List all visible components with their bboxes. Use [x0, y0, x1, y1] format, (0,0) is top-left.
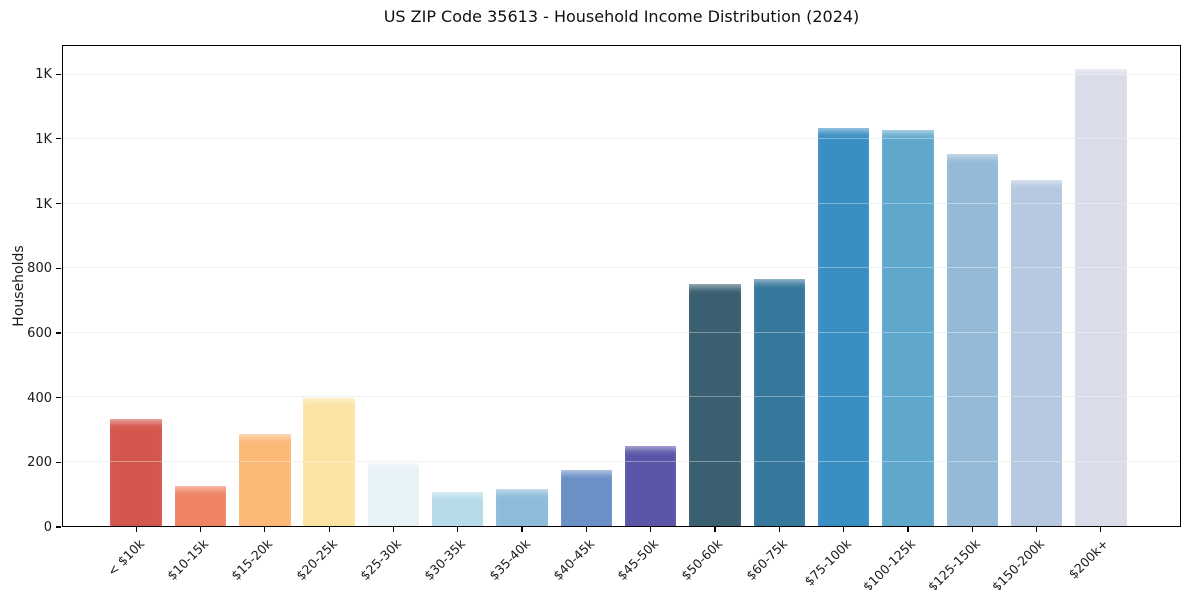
bar-slot: $75-100k — [802, 46, 875, 589]
x-tick-mark — [457, 527, 459, 532]
bar-slot: $10-15k — [164, 46, 232, 583]
bar — [560, 469, 613, 526]
x-tick-mark — [135, 527, 137, 532]
bar — [689, 284, 741, 526]
x-tick-mark — [714, 527, 716, 532]
x-tick-mark — [264, 527, 266, 532]
bar-slot: $35-40k — [486, 46, 554, 583]
x-tick-mark — [585, 527, 587, 532]
x-tick-label: $20-25k — [292, 536, 340, 584]
x-tick-mark — [392, 527, 394, 532]
x-tick-mark — [521, 527, 523, 532]
bar-slot: $15-20k — [228, 46, 297, 583]
bar-slot: $40-45k — [550, 46, 618, 583]
x-tick-label: $75-100k — [801, 536, 855, 589]
y-tick-mark — [56, 267, 61, 269]
plot-area: < $10k $10-15k $15-20k $20-25k $25-30k $30-35… — [62, 45, 1181, 590]
x-tick-mark — [1100, 527, 1102, 532]
bar-slot: $150-200k — [989, 46, 1068, 590]
bar-slot: $200k+ — [1066, 46, 1133, 582]
bar — [882, 130, 934, 526]
x-tick-label: $35-40k — [485, 536, 533, 584]
x-tick-label: $125-150k — [924, 536, 983, 590]
x-tick-mark — [843, 527, 845, 532]
y-tick-mark — [56, 73, 61, 75]
bar-slot: $100-125k — [860, 46, 940, 590]
bar-slot: < $10k — [104, 46, 168, 579]
x-tick-mark — [199, 527, 202, 532]
x-tick-label: $45-50k — [614, 536, 662, 584]
y-tick-label: 1K — [35, 67, 52, 83]
y-axis-label: Households — [11, 245, 27, 327]
bar — [496, 488, 548, 526]
bar — [239, 433, 291, 526]
bar — [303, 398, 355, 526]
y-tick-mark — [56, 461, 61, 463]
x-tick-label: $10-15k — [164, 536, 212, 584]
bar — [753, 279, 805, 526]
y-tick-mark — [56, 332, 61, 334]
x-tick-label: < $10k — [103, 536, 147, 579]
x-tick-label: $40-45k — [549, 536, 597, 584]
x-tick-label: $15-20k — [228, 536, 276, 584]
chart-title: US ZIP Code 35613 - Household Income Dis… — [383, 7, 860, 26]
x-tick-mark — [328, 527, 330, 532]
bar — [624, 446, 677, 526]
x-tick-label: $150-200k — [988, 536, 1048, 590]
x-tick-mark — [907, 527, 909, 532]
bar-slot: $60-75k — [743, 46, 811, 583]
bar-slot: $30-35k — [421, 46, 490, 583]
y-tick-label: 600 — [27, 325, 52, 341]
x-tick-mark — [971, 527, 973, 532]
x-tick-label: $30-35k — [421, 536, 469, 584]
y-tick-mark — [56, 397, 61, 399]
x-tick-label: $200k+ — [1065, 536, 1112, 582]
y-tick-mark — [56, 526, 61, 528]
x-tick-mark — [1035, 527, 1038, 532]
x-tick-label: $50-60k — [678, 536, 726, 584]
bar-slot: $50-60k — [679, 46, 747, 583]
y-tick-label: 1K — [35, 131, 52, 147]
bar — [946, 153, 998, 526]
bar — [817, 127, 870, 526]
bar — [1010, 180, 1063, 526]
bar — [367, 462, 420, 526]
bar-slot: $20-25k — [293, 46, 361, 583]
bar-slot: $45-50k — [614, 46, 683, 583]
bars-container: < $10k $10-15k $15-20k $20-25k $25-30k $30-35… — [104, 46, 1133, 590]
x-tick-mark — [650, 527, 652, 532]
x-tick-label: $25-30k — [356, 536, 405, 584]
y-tick-label: 800 — [27, 261, 52, 277]
y-tick-mark — [56, 138, 61, 140]
y-tick-label: 0 — [43, 520, 52, 535]
x-tick-label: $60-75k — [742, 536, 790, 584]
bar — [174, 485, 227, 526]
bar-slot: $25-30k — [357, 46, 425, 583]
y-tick-label: 200 — [27, 455, 52, 471]
y-tick-label: 1K — [35, 196, 52, 212]
x-tick-mark — [778, 527, 780, 532]
x-tick-label: $100-125k — [860, 536, 919, 590]
bar — [432, 491, 484, 526]
bar — [110, 419, 162, 526]
bar-slot: $125-150k — [925, 46, 1004, 590]
y-tick-mark — [56, 202, 61, 205]
y-tick-label: 400 — [27, 390, 52, 406]
bar — [1075, 69, 1127, 526]
